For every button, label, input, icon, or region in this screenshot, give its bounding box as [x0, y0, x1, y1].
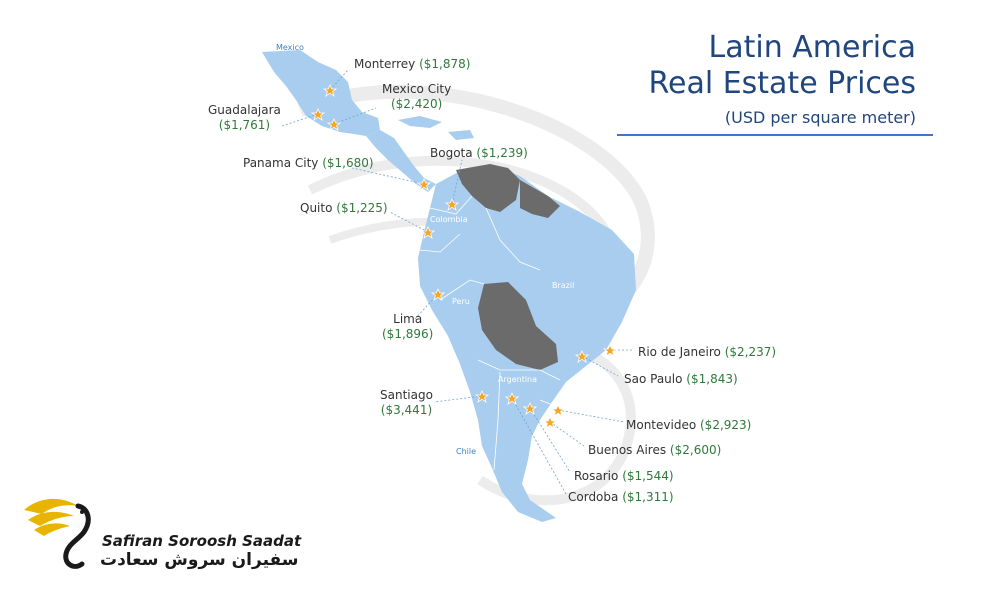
city-name: Mexico City [382, 82, 452, 96]
city-label-sao-paulo: Sao Paulo ($1,843) [624, 372, 738, 387]
city-name: Guadalajara [208, 103, 281, 117]
city-name: Santiago [380, 388, 433, 402]
country-label-panama: Panama [400, 191, 432, 200]
city-label-panama-city: Panama City ($1,680) [243, 156, 374, 171]
country-mexico [262, 50, 380, 136]
country-label-argentina: Argentina [498, 375, 537, 384]
city-name: Rio de Janeiro [638, 345, 721, 359]
city-name: Quito [300, 201, 333, 215]
country-label-colombia: Colombia [430, 215, 468, 224]
city-label-mexico-city: Mexico City ($2,420) [382, 82, 451, 112]
title-divider [617, 134, 933, 136]
marker-cordoba [504, 392, 520, 406]
city-label-santiago: Santiago ($3,441) [380, 388, 433, 418]
city-price: ($2,600) [669, 443, 722, 457]
country-label-peru: Peru [452, 297, 470, 306]
city-markers [310, 84, 618, 430]
city-price: ($1,311) [622, 490, 674, 504]
bird-logo-icon [24, 498, 91, 569]
country-label-brazil: Brazil [552, 281, 574, 290]
country-guianas [520, 180, 560, 218]
marker-quito [420, 226, 436, 240]
city-price: ($1,239) [476, 146, 528, 160]
city-label-cordoba: Cordoba ($1,311) [568, 490, 674, 505]
city-label-rosario: Rosario ($1,544) [574, 469, 674, 484]
marker-monterrey [322, 84, 338, 98]
country-central-america [366, 130, 436, 192]
logo-name-persian: سفیران سروش سعادت [100, 550, 299, 570]
title-block: Latin America Real Estate Prices (USD pe… [648, 30, 916, 127]
city-label-buenos-aires: Buenos Aires ($2,600) [588, 443, 721, 458]
marker-guadalajara [310, 108, 326, 122]
city-name: Buenos Aires [588, 443, 667, 457]
city-name: Bogota [430, 146, 473, 160]
city-price: ($2,237) [724, 345, 777, 359]
city-name: Lima [393, 312, 423, 326]
city-price: ($1,544) [622, 469, 674, 483]
city-name: Cordoba [568, 490, 619, 504]
marker-mexico-city [326, 118, 342, 132]
marker-sao-paulo [574, 350, 590, 364]
city-price: ($1,843) [686, 372, 738, 386]
country-label-ecuador: Ecuador [380, 237, 413, 246]
city-price: ($1,878) [419, 57, 471, 71]
logo-name-english: Safiran Soroosh Saadat [102, 532, 302, 550]
city-name: Montevideo [626, 418, 697, 432]
marker-buenos-aires [542, 416, 558, 430]
title-line-2: Real Estate Prices [648, 66, 916, 101]
city-name: Rosario [574, 469, 619, 483]
city-label-bogota: Bogota ($1,239) [430, 146, 528, 161]
city-name: Panama City [243, 156, 319, 170]
city-price: ($3,441) [380, 403, 433, 417]
city-label-rio-de-janeiro: Rio de Janeiro ($2,237) [638, 345, 776, 360]
country-label-mexico: Mexico [276, 43, 304, 52]
city-name: Monterrey [354, 57, 416, 71]
city-price: ($1,680) [322, 156, 374, 170]
city-name: Sao Paulo [624, 372, 683, 386]
city-price: ($1,896) [382, 327, 434, 341]
marker-bogota [444, 198, 460, 212]
marker-panama-city [416, 178, 432, 192]
city-label-quito: Quito ($1,225) [300, 201, 388, 216]
caribbean-islands [398, 116, 474, 140]
leader-lines [281, 69, 634, 495]
company-logo: Safiran Soroosh Saadat سفیران سروش سعادت [22, 492, 301, 582]
subtitle: (USD per square meter) [724, 108, 916, 127]
city-label-montevideo: Montevideo ($2,923) [626, 418, 751, 433]
marker-lima [430, 288, 446, 302]
country-label-uruguay: Uruguay [574, 403, 608, 412]
city-label-guadalajara: Guadalajara ($1,761) [208, 103, 281, 133]
country-borders [419, 195, 567, 471]
city-label-lima: Lima ($1,896) [382, 312, 433, 342]
city-label-monterrey: Monterrey ($1,878) [354, 57, 470, 72]
title-line-1: Latin America [708, 30, 917, 65]
marker-montevideo [550, 404, 566, 418]
city-price: ($2,420) [390, 97, 443, 111]
marker-rio [602, 344, 618, 358]
marker-rosario [522, 402, 538, 416]
country-label-chile: Chile [456, 447, 476, 456]
country-venezuela [456, 164, 520, 212]
country-bolivia [478, 282, 558, 370]
city-price: ($1,761) [218, 118, 271, 132]
city-price: ($1,225) [336, 201, 388, 215]
city-price: ($2,923) [700, 418, 752, 432]
marker-santiago [474, 390, 490, 404]
